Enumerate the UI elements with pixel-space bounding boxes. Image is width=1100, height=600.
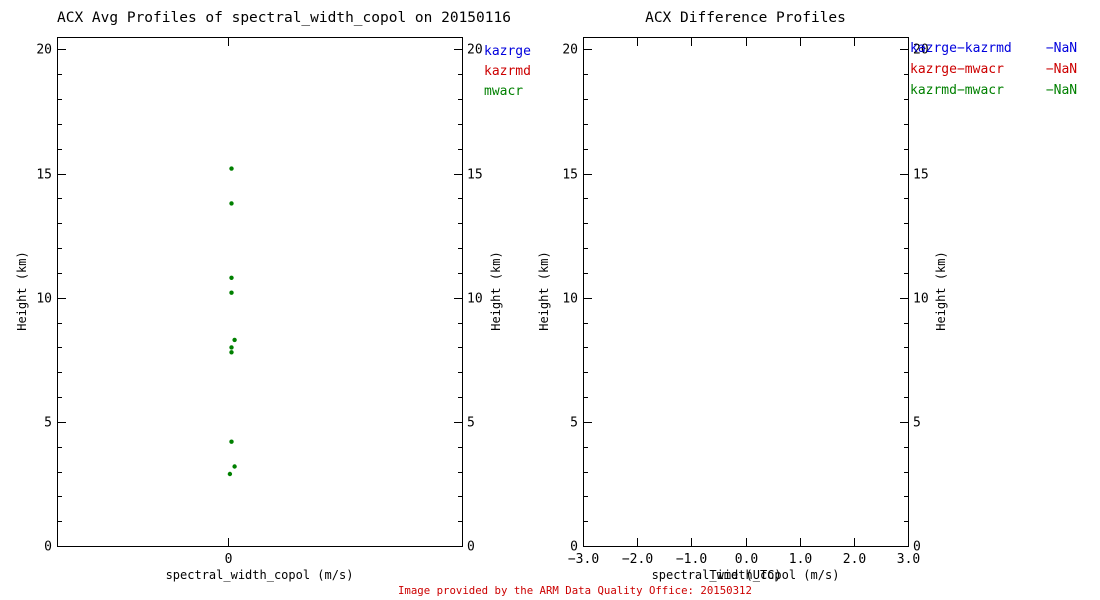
data-point	[232, 464, 237, 469]
y-tick-label: 5	[913, 416, 921, 431]
legend-label: kazrmd	[484, 64, 531, 79]
x-tick-label: −2.0	[622, 552, 653, 567]
x-tick-label: 0	[225, 552, 233, 567]
x-tick-label: 3.0	[897, 552, 920, 567]
y-tick-label: 15	[467, 168, 483, 183]
legend-value: −NaN	[1045, 41, 1078, 56]
y-tick-label: 0	[570, 540, 578, 555]
legend-label: kazrge−kazrmd	[910, 41, 1012, 56]
legend-item: mwacr	[484, 82, 531, 102]
legend-label: kazrmd−mwacr	[910, 83, 1004, 98]
right-panel-legend: kazrge−kazrmd −NaN kazrge−mwacr −NaN kaz…	[910, 38, 1077, 101]
right-panel-title: ACX Difference Profiles	[645, 10, 846, 26]
legend-label: kazrge	[484, 44, 531, 59]
data-point	[229, 201, 234, 206]
right-panel-x-axis-label-overlay: Time (UTC)	[709, 568, 782, 582]
legend-item: kazrge	[484, 42, 531, 62]
data-point	[227, 471, 233, 477]
y-tick-label: 5	[44, 416, 52, 431]
right-panel-x-axis-label: spectral_width_copol (m/s)	[651, 568, 840, 582]
legend-value: −NaN	[1045, 83, 1078, 98]
y-tick-label: 15	[913, 168, 929, 183]
y-tick-label: 0	[913, 540, 921, 555]
y-tick-label: 20	[36, 43, 52, 58]
panel-0: 0 0 0 5 5 10 10 15 15 20 20	[36, 37, 483, 567]
legend-label: kazrge−mwacr	[910, 62, 1004, 77]
y-tick-label: 10	[467, 292, 483, 307]
data-point	[229, 345, 234, 350]
x-tick-label: −3.0	[568, 552, 599, 567]
data-point	[229, 350, 234, 355]
legend-value: −NaN	[1045, 62, 1078, 77]
left-panel-legend: kazrge kazrmd mwacr	[484, 42, 531, 102]
data-point	[229, 166, 234, 171]
y-tick-label: 0	[467, 540, 475, 555]
y-tick-label: 10	[913, 292, 929, 307]
data-point	[232, 337, 237, 343]
data-point	[229, 290, 234, 295]
x-tick-label: 1.0	[789, 552, 812, 567]
legend-item: kazrge−kazrmd −NaN	[910, 38, 1077, 59]
y-tick-label: 5	[467, 416, 475, 431]
x-tick-label: 2.0	[843, 552, 866, 567]
legend-item: kazrmd	[484, 62, 531, 82]
plot-box	[583, 37, 909, 547]
legend-item: kazrge−mwacr −NaN	[910, 59, 1077, 80]
data-point	[229, 439, 234, 444]
provenance-note: Image provided by the ARM Data Quality O…	[398, 584, 752, 597]
y-tick-label: 10	[562, 292, 578, 307]
y-tick-label: 10	[36, 292, 52, 307]
legend-item: kazrmd−mwacr −NaN	[910, 80, 1077, 101]
x-tick-label: −1.0	[676, 552, 707, 567]
legend-label: mwacr	[484, 84, 524, 99]
data-point	[229, 275, 234, 280]
y-tick-label: 20	[562, 43, 578, 58]
left-panel-title: ACX Avg Profiles of spectral_width_copol…	[57, 10, 511, 26]
y-tick-label: 20	[467, 43, 483, 58]
y-tick-label: 5	[570, 416, 578, 431]
plot-box	[57, 37, 463, 547]
y-tick-label: 15	[562, 168, 578, 183]
left-panel-x-axis-label: spectral_width_copol (m/s)	[165, 568, 354, 582]
x-tick-label: 0.0	[735, 552, 758, 567]
y-tick-label: 15	[36, 168, 52, 183]
y-tick-label: 0	[44, 540, 52, 555]
y-tick-label: 20	[913, 43, 929, 58]
